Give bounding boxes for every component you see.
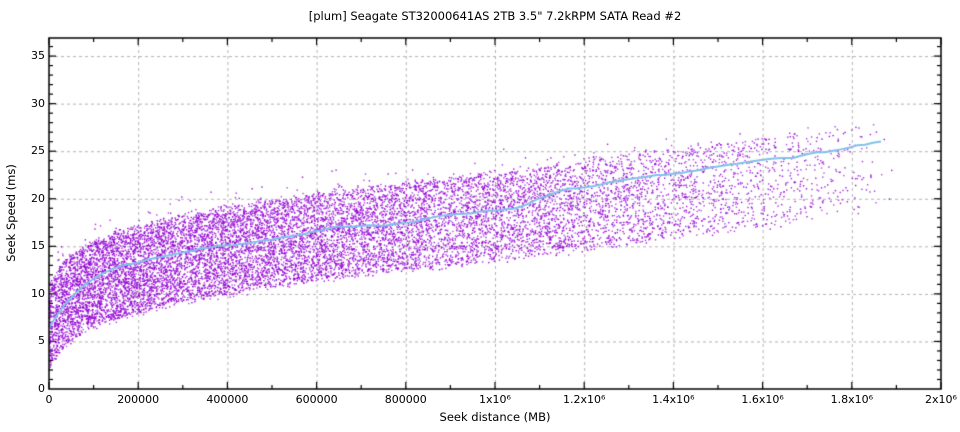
x-tick-label: 800000 bbox=[384, 393, 427, 406]
y-tick-label: 30 bbox=[31, 96, 45, 110]
y-tick-label: 20 bbox=[31, 191, 45, 205]
y-tick-label: 25 bbox=[31, 144, 45, 158]
x-tick-label: 1.2x10⁶ bbox=[562, 393, 606, 406]
y-tick-label: 35 bbox=[31, 49, 45, 63]
x-tick-label: 0 bbox=[45, 393, 53, 406]
y-tick-label: 0 bbox=[38, 382, 45, 395]
y-tick-label: 15 bbox=[31, 239, 45, 253]
x-tick-label: 600000 bbox=[295, 393, 338, 406]
x-tick-label: 400000 bbox=[206, 393, 249, 406]
x-tick-label: 1.8x10⁶ bbox=[830, 393, 873, 406]
chart-title: [plum] Seagate ST32000641AS 2TB 3.5" 7.2… bbox=[308, 9, 682, 23]
x-tick-label: 1.6x10⁶ bbox=[741, 393, 784, 406]
x-tick-label: 1x10⁶ bbox=[479, 393, 511, 406]
x-tick-label: 1.4x10⁶ bbox=[652, 393, 695, 406]
y-tick-label: 5 bbox=[38, 334, 45, 348]
y-tick-label: 10 bbox=[31, 286, 45, 300]
x-axis-label: Seek distance (MB) bbox=[439, 410, 551, 424]
x-tick-label: 200000 bbox=[117, 393, 160, 406]
x-tick-label: 2x10⁶ bbox=[925, 393, 957, 406]
